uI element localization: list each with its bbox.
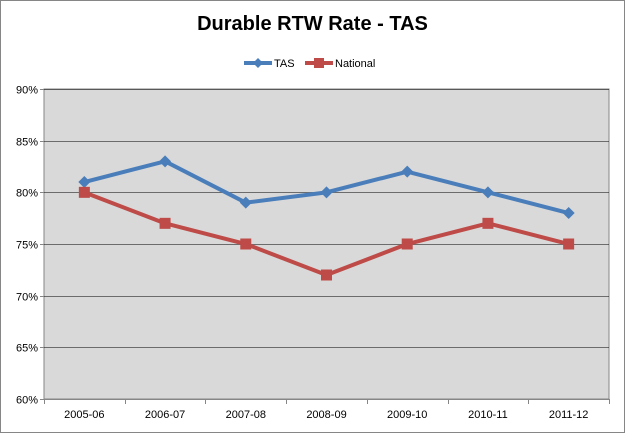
y-tick-label: 85% bbox=[16, 137, 38, 149]
data-point-national bbox=[159, 217, 171, 229]
legend-marker-tas bbox=[253, 58, 263, 68]
x-tick-label: 2007-08 bbox=[226, 409, 266, 421]
y-tick-label: 90% bbox=[16, 85, 38, 97]
data-point-tas bbox=[481, 186, 494, 199]
data-point-tas bbox=[562, 207, 575, 219]
legend-marker-national bbox=[314, 58, 324, 68]
chart-title: Durable RTW Rate - TAS bbox=[197, 13, 428, 35]
data-point-tas bbox=[320, 186, 333, 199]
data-point-national bbox=[321, 269, 332, 281]
data-point-national bbox=[482, 217, 494, 229]
legend-label-tas: TAS bbox=[274, 58, 295, 70]
x-tick-label: 2011-12 bbox=[549, 409, 589, 421]
y-tick-label: 75% bbox=[16, 240, 38, 252]
data-point-tas bbox=[239, 196, 252, 209]
data-point-tas bbox=[159, 155, 172, 168]
y-tick-label: 60% bbox=[16, 395, 38, 407]
data-point-national bbox=[240, 238, 252, 250]
data-point-national bbox=[563, 238, 575, 250]
data-point-tas bbox=[78, 176, 91, 188]
x-tick-label: 2006-07 bbox=[145, 409, 185, 421]
x-tick-label: 2008-09 bbox=[306, 409, 346, 421]
data-point-national bbox=[401, 238, 413, 250]
y-tick-label: 80% bbox=[16, 188, 38, 200]
x-tick-label: 2010-11 bbox=[468, 409, 508, 421]
legend-label-national: National bbox=[335, 58, 375, 70]
data-point-tas bbox=[401, 165, 414, 178]
plot-area bbox=[43, 88, 610, 400]
x-tick-label: 2009-10 bbox=[387, 409, 427, 421]
y-tick-label: 65% bbox=[16, 343, 38, 355]
x-tick-label: 2005-06 bbox=[64, 409, 104, 421]
data-point-national bbox=[78, 186, 90, 198]
y-tick-label: 70% bbox=[16, 292, 38, 304]
